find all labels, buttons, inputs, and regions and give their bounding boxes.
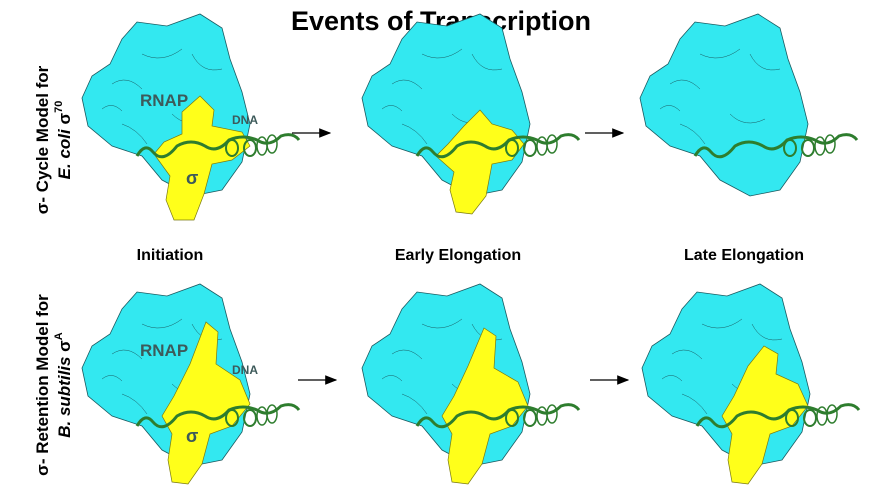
sigma-surface: [435, 109, 525, 215]
rnap-surface: [639, 13, 809, 197]
structure-late-elongation-retention: [641, 283, 861, 485]
structure-late-elongation-cycle: [639, 13, 859, 197]
row-label-line1: σ- Retention Model for: [33, 294, 52, 476]
rnap-label: RNAP: [140, 341, 188, 360]
row-label-line2: E. coli σ70: [53, 101, 74, 180]
structure-early-elongation-retention: [361, 283, 581, 485]
sigma-label: σ: [186, 426, 198, 446]
sigma-surface: [153, 95, 251, 221]
dna-label: DNA: [232, 113, 258, 127]
rnap-surface: [641, 283, 811, 467]
row-label-line1: σ- Cycle Model for: [33, 65, 52, 214]
row-label-retention: σ- Retention Model for B. subtilis σA: [33, 294, 74, 476]
sigma-label: σ: [186, 168, 198, 188]
stage-initiation: Initiation: [137, 247, 204, 264]
structure-initiation-retention: RNAP DNA σ: [81, 283, 301, 485]
rnap-label: RNAP: [140, 91, 188, 110]
row-label-cycle: σ- Cycle Model for E. coli σ70: [33, 65, 74, 214]
rnap-surface: [361, 13, 531, 197]
dna-label: DNA: [232, 363, 258, 377]
structure-early-elongation-cycle: [361, 13, 581, 215]
stage-late-elongation: Late Elongation: [684, 247, 804, 264]
row-label-line2: B. subtilis σA: [53, 332, 74, 438]
stage-early-elongation: Early Elongation: [395, 247, 521, 264]
structure-initiation-cycle: RNAP DNA σ: [81, 13, 301, 221]
